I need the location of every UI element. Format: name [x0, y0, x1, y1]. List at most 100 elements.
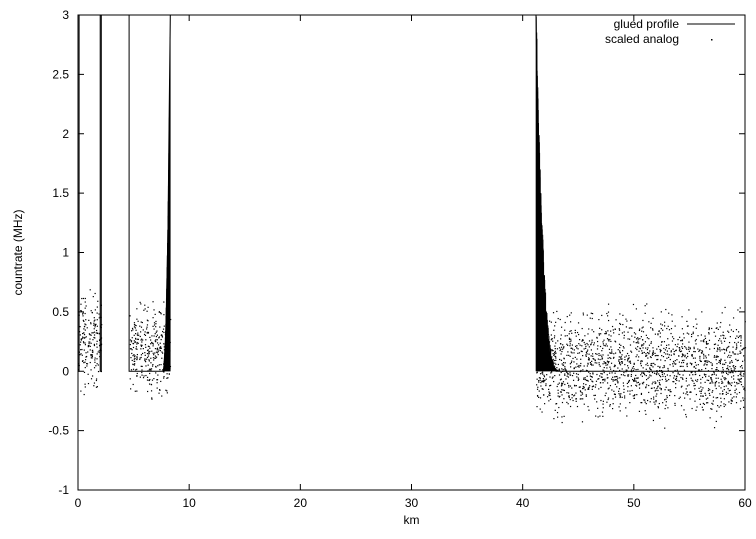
data-point — [139, 301, 141, 303]
data-point — [653, 387, 655, 389]
data-point — [701, 351, 704, 353]
data-point — [634, 333, 637, 335]
data-point — [684, 345, 686, 348]
data-point — [616, 380, 618, 382]
data-point — [161, 395, 163, 397]
data-point — [90, 369, 92, 371]
data-point — [82, 319, 84, 321]
data-point — [704, 381, 706, 383]
data-point — [600, 354, 602, 356]
data-point — [665, 398, 667, 400]
data-point — [155, 331, 157, 333]
data-point — [614, 383, 616, 385]
data-point — [713, 355, 716, 357]
data-point — [737, 331, 740, 333]
series-scaled-analog — [78, 289, 747, 429]
data-point — [602, 347, 604, 350]
data-point — [137, 338, 139, 340]
data-point — [624, 358, 626, 361]
data-point — [611, 352, 613, 354]
data-point — [619, 403, 621, 405]
data-point — [146, 353, 149, 355]
data-point — [130, 341, 132, 343]
data-point — [93, 336, 95, 339]
data-point — [585, 347, 587, 349]
data-point — [617, 381, 619, 383]
data-point — [602, 363, 604, 365]
data-point — [555, 403, 557, 405]
data-point — [599, 358, 601, 361]
data-point — [150, 368, 153, 370]
data-point — [639, 383, 641, 385]
data-point — [129, 348, 132, 350]
data-point — [586, 379, 588, 382]
data-point — [695, 338, 697, 341]
data-point — [96, 386, 98, 388]
data-point — [95, 365, 97, 367]
data-point — [644, 410, 646, 412]
data-point — [695, 343, 697, 345]
data-point — [683, 359, 685, 361]
data-point — [700, 340, 702, 342]
data-point — [683, 337, 685, 339]
data-point — [686, 348, 688, 350]
data-point — [727, 369, 730, 371]
data-point — [666, 344, 668, 346]
data-point — [587, 333, 589, 335]
data-point — [686, 365, 688, 368]
data-point — [658, 373, 660, 375]
data-point — [736, 360, 738, 362]
data-point — [635, 338, 638, 340]
data-point — [679, 396, 681, 398]
data-point — [585, 351, 588, 354]
data-point — [719, 362, 721, 365]
data-point — [575, 385, 577, 387]
data-point — [648, 353, 650, 355]
data-point — [84, 312, 86, 315]
data-point — [552, 340, 554, 342]
data-point — [541, 380, 543, 382]
data-point — [709, 382, 711, 384]
data-point — [584, 379, 586, 381]
data-point — [651, 371, 654, 374]
data-point — [739, 408, 741, 410]
data-point — [538, 380, 540, 382]
data-point — [573, 395, 575, 397]
legend: glued profile scaled analog — [605, 17, 735, 46]
data-point — [565, 371, 568, 373]
data-point — [152, 301, 154, 303]
data-point — [715, 359, 717, 361]
data-point — [603, 344, 605, 347]
data-point — [640, 392, 643, 395]
data-point — [642, 339, 644, 341]
data-point — [626, 320, 628, 322]
data-point — [593, 331, 595, 333]
data-point — [593, 342, 595, 344]
data-point — [155, 365, 157, 368]
data-point — [553, 380, 555, 383]
data-point — [154, 355, 157, 357]
data-point — [697, 369, 700, 371]
data-point — [136, 334, 139, 336]
data-point — [544, 403, 546, 405]
data-point — [555, 321, 557, 323]
data-point — [629, 390, 631, 392]
data-point — [163, 343, 165, 345]
data-point — [668, 378, 670, 381]
data-point — [605, 332, 608, 334]
data-point — [714, 343, 717, 345]
data-point — [134, 355, 136, 357]
data-point — [705, 357, 707, 359]
data-point — [80, 338, 82, 340]
data-point — [86, 327, 88, 329]
data-point — [634, 379, 636, 381]
data-point — [80, 309, 82, 312]
data-point — [684, 354, 686, 356]
data-point — [703, 357, 705, 359]
data-point — [674, 344, 677, 346]
data-point — [674, 378, 677, 381]
data-point — [632, 370, 634, 372]
data-point — [561, 401, 564, 404]
data-point — [607, 362, 609, 364]
data-point — [560, 371, 562, 374]
